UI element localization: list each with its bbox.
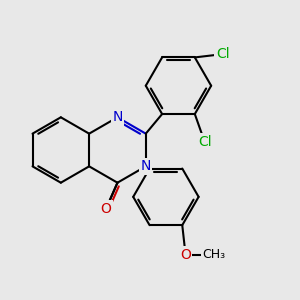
Text: Cl: Cl — [216, 47, 230, 61]
Text: N: N — [141, 159, 151, 173]
Text: Cl: Cl — [198, 135, 212, 149]
Text: CH₃: CH₃ — [202, 248, 225, 261]
Text: N: N — [112, 110, 123, 124]
Text: O: O — [100, 202, 112, 216]
Text: O: O — [180, 248, 191, 262]
